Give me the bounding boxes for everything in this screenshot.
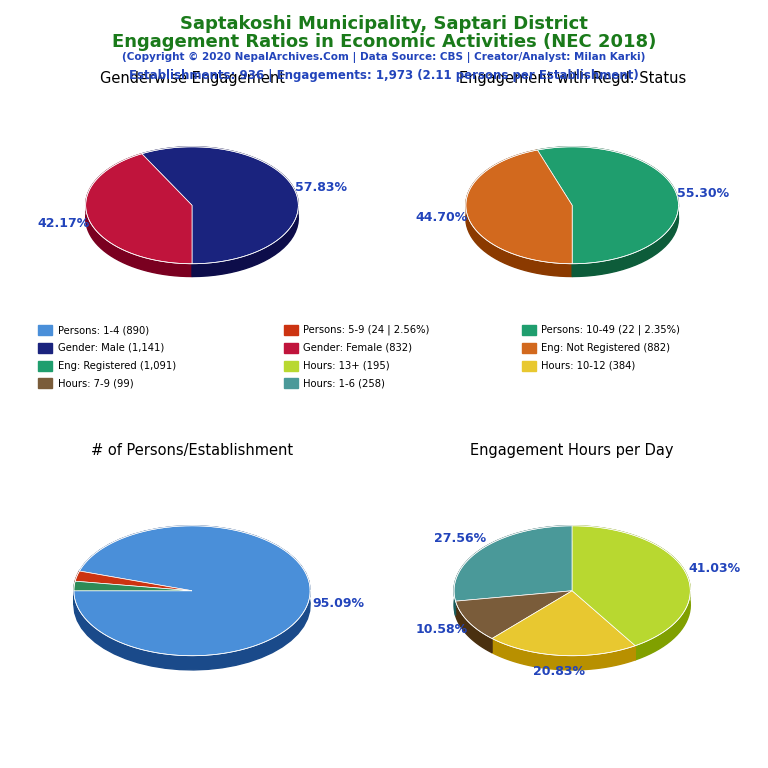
Polygon shape: [142, 147, 298, 263]
Text: 44.70%: 44.70%: [415, 211, 467, 224]
Text: 20.83%: 20.83%: [533, 665, 584, 678]
Polygon shape: [492, 591, 635, 656]
Polygon shape: [74, 526, 310, 656]
Polygon shape: [455, 601, 492, 653]
Text: Establishments: 936 | Engagements: 1,973 (2.11 persons per Establishment): Establishments: 936 | Engagements: 1,973…: [129, 69, 639, 82]
Text: 55.30%: 55.30%: [677, 187, 730, 200]
Polygon shape: [142, 147, 298, 276]
Text: Eng: Registered (1,091): Eng: Registered (1,091): [58, 360, 176, 371]
Polygon shape: [74, 581, 192, 591]
Title: Genderwise Engagement: Genderwise Engagement: [100, 71, 284, 86]
Text: Persons: 5-9 (24 | 2.56%): Persons: 5-9 (24 | 2.56%): [303, 325, 430, 336]
Text: Saptakoshi Municipality, Saptari District: Saptakoshi Municipality, Saptari Distric…: [180, 15, 588, 33]
Title: Engagement Hours per Day: Engagement Hours per Day: [471, 443, 674, 458]
Text: 95.09%: 95.09%: [312, 597, 364, 610]
Polygon shape: [454, 526, 572, 601]
Polygon shape: [86, 154, 192, 276]
Text: Persons: 1-4 (890): Persons: 1-4 (890): [58, 325, 149, 336]
Text: Engagement Ratios in Economic Activities (NEC 2018): Engagement Ratios in Economic Activities…: [112, 33, 656, 51]
Polygon shape: [492, 638, 635, 670]
Polygon shape: [538, 147, 678, 276]
Text: Gender: Female (832): Gender: Female (832): [303, 343, 412, 353]
Polygon shape: [455, 591, 572, 638]
Text: Eng: Not Registered (882): Eng: Not Registered (882): [541, 343, 670, 353]
Text: 27.56%: 27.56%: [434, 531, 485, 545]
Text: 10.58%: 10.58%: [416, 623, 468, 636]
Text: Hours: 7-9 (99): Hours: 7-9 (99): [58, 378, 133, 389]
Polygon shape: [466, 150, 572, 263]
Title: Engagement with Regd. Status: Engagement with Regd. Status: [458, 71, 686, 86]
Text: Gender: Male (1,141): Gender: Male (1,141): [58, 343, 164, 353]
Title: # of Persons/Establishment: # of Persons/Establishment: [91, 443, 293, 458]
Polygon shape: [572, 526, 690, 646]
Polygon shape: [75, 571, 79, 595]
Polygon shape: [86, 154, 192, 263]
Polygon shape: [74, 526, 310, 670]
Text: (Copyright © 2020 NepalArchives.Com | Data Source: CBS | Creator/Analyst: Milan : (Copyright © 2020 NepalArchives.Com | Da…: [122, 52, 646, 63]
Text: Hours: 13+ (195): Hours: 13+ (195): [303, 360, 390, 371]
Polygon shape: [538, 147, 678, 263]
Text: 57.83%: 57.83%: [295, 181, 347, 194]
Polygon shape: [75, 571, 192, 591]
Text: Hours: 1-6 (258): Hours: 1-6 (258): [303, 378, 386, 389]
Polygon shape: [572, 526, 690, 660]
Polygon shape: [74, 581, 75, 605]
Text: 42.17%: 42.17%: [37, 217, 89, 230]
Polygon shape: [454, 526, 572, 615]
Text: 41.03%: 41.03%: [688, 561, 740, 574]
Text: Hours: 10-12 (384): Hours: 10-12 (384): [541, 360, 636, 371]
Text: Persons: 10-49 (22 | 2.35%): Persons: 10-49 (22 | 2.35%): [541, 325, 680, 336]
Polygon shape: [466, 150, 572, 276]
